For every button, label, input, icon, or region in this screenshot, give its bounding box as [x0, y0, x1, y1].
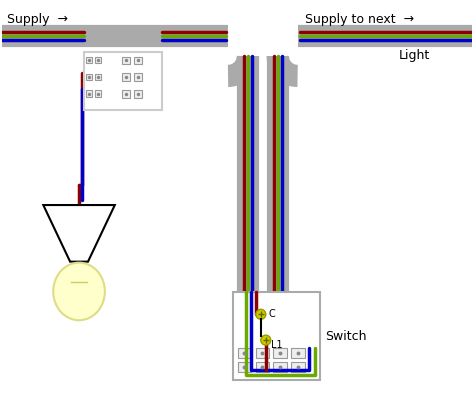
Polygon shape [43, 205, 115, 262]
FancyBboxPatch shape [122, 74, 130, 81]
Text: C: C [269, 309, 275, 319]
Ellipse shape [53, 262, 105, 320]
FancyBboxPatch shape [86, 90, 92, 97]
FancyBboxPatch shape [86, 57, 92, 63]
FancyBboxPatch shape [95, 74, 101, 80]
Text: Switch: Switch [326, 330, 367, 343]
FancyBboxPatch shape [237, 348, 251, 358]
FancyBboxPatch shape [255, 362, 269, 372]
FancyBboxPatch shape [292, 362, 305, 372]
FancyBboxPatch shape [255, 348, 269, 358]
FancyBboxPatch shape [84, 52, 162, 110]
FancyBboxPatch shape [134, 57, 142, 64]
FancyBboxPatch shape [273, 362, 287, 372]
FancyBboxPatch shape [233, 292, 320, 380]
FancyBboxPatch shape [122, 90, 130, 98]
Text: Light: Light [399, 49, 430, 62]
FancyBboxPatch shape [134, 90, 142, 98]
Circle shape [261, 335, 271, 345]
Text: L1: L1 [271, 340, 283, 350]
Circle shape [256, 310, 266, 319]
FancyBboxPatch shape [273, 348, 287, 358]
FancyBboxPatch shape [86, 74, 92, 80]
Text: Supply  →: Supply → [7, 13, 67, 26]
FancyBboxPatch shape [95, 57, 101, 63]
Text: Supply to next  →: Supply to next → [305, 13, 414, 26]
FancyBboxPatch shape [292, 348, 305, 358]
FancyBboxPatch shape [134, 74, 142, 81]
FancyBboxPatch shape [95, 90, 101, 97]
FancyBboxPatch shape [122, 57, 130, 64]
FancyBboxPatch shape [237, 362, 251, 372]
